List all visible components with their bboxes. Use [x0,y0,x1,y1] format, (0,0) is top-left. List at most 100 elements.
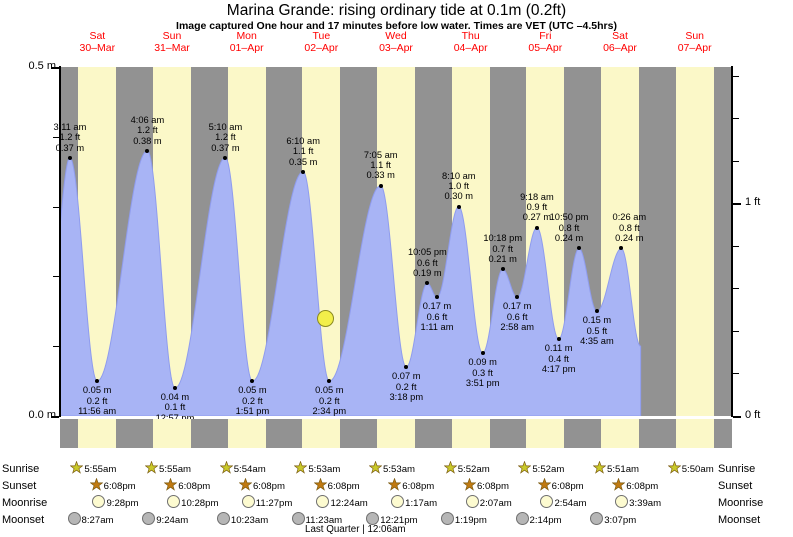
daylight-band [675,67,714,416]
tide-time-value: 3:11 am [53,121,87,132]
moonrise-icon [316,495,330,509]
daylight-band [302,419,341,448]
day-weekday: Sun [162,30,182,42]
sunrise-time: 5:54am [233,464,266,475]
moonrise-icon [540,495,554,509]
moonset-icon [142,512,156,525]
tide-m-value: 0.37 m [211,142,240,153]
star-icon [667,461,681,474]
star-icon [612,478,626,491]
sunset-time: 6:08pm [178,481,211,492]
moonset-event: 10:23am [216,512,268,526]
tide-extreme-dot [515,295,520,300]
moonrise-icon [241,495,255,508]
day-header-5: Wed 03–Apr [349,30,444,54]
moonrise-time: 1:17am [405,498,438,509]
sunset-icon [89,478,104,492]
sunset-event: 6:08pm [612,478,658,492]
tide-ft-value: 0.2 ft [242,395,263,406]
moonrise-icon [540,495,554,508]
tide-extreme-annotation-high: 3:11 am 1.2 ft 0.37 m [25,122,115,153]
daylight-band [675,419,714,448]
tide-extreme-annotation-high: 6:10 am 1.1 ft 0.35 m [258,136,348,167]
moonset-icon [291,512,305,525]
daylight-band [600,419,640,448]
tide-m-value: 0.17 m [503,301,532,312]
tide-extreme-annotation-high: 10:18 pm 0.7 ft 0.21 m [458,233,548,264]
y-tick-left [53,276,59,277]
y-tick-right [733,416,741,418]
moonset-icon [590,512,604,525]
night-band [657,419,676,448]
tide-extreme-dot [301,169,306,174]
tide-extreme-annotation-high: 7:05 am 1.1 ft 0.33 m [336,150,426,181]
sunset-label-left: Sunset [2,480,37,492]
day-date: 30–Mar [79,42,116,54]
moonset-icon [366,512,380,525]
tide-ft-value: 1.1 ft [370,160,392,171]
y-tick-right [733,288,739,289]
sunrise-icon [518,461,532,475]
night-band [639,419,658,448]
sunrise-icon [443,461,458,475]
tide-time-value: 1:11 am [420,322,454,333]
day-date: 07–Apr [677,42,712,54]
tide-extreme-dot [67,155,72,160]
day-weekday: Sun [685,30,704,42]
moonrise-icon [167,495,181,509]
moonrise-event: 10:28pm [167,495,218,509]
moonrise-event: 9:28pm [92,495,138,509]
moonrise-icon [316,495,330,508]
tide-extreme-dot [594,309,599,314]
moonset-icon [366,512,380,526]
y-tick-right [733,331,739,332]
y-axis-label-left: 0.5 m [28,60,56,72]
moonrise-icon [465,495,479,508]
moonrise-label-right: Moonrise [718,497,764,509]
moonset-time: 9:24am [156,515,189,526]
tide-ft-value: 1.2 ft [137,125,158,136]
moonset-time: 2:14pm [529,515,562,526]
sunrise-event: 5:53am [369,461,415,475]
tide-extreme-annotation-high: 9:18 am 0.9 ft 0.27 m [492,192,582,223]
star-icon [219,461,233,474]
tide-ft-value: 1.0 ft [448,181,470,191]
day-weekday: Sat [612,30,628,42]
moonrise-event: 11:27pm [241,495,292,509]
moonset-event: 1:19pm [440,512,487,526]
moonset-label-right: Moonset [718,514,761,526]
tide-ft-value: 0.6 ft [417,257,438,268]
moonset-event: 9:24am [142,512,188,526]
sunset-event: 6:08pm [164,478,210,492]
moonrise-label-left: Moonrise [2,497,48,509]
night-band [358,419,377,448]
tide-extreme-dot [250,379,255,384]
sunset-icon [313,478,328,492]
day-header-3: Mon 01–Apr [199,30,294,54]
tide-ft-value: 1.1 ft [292,146,314,157]
moonrise-icon [92,495,106,508]
tide-time-value: 2:34 pm [312,405,347,416]
tide-extreme-dot [145,148,150,153]
day-header-8: Sat 06–Apr [573,30,668,54]
tide-extreme-annotation-low: 0.17 m 0.6 ft 2:58 am [472,301,562,332]
night-band [134,419,153,448]
tide-time-value: 1:51 pm [235,405,270,416]
night-band [191,419,210,448]
y-axis-label-right: 0 ft [745,409,761,421]
moonrise-event: 1:17am [391,495,437,509]
tide-time-value: 3:51 pm [465,377,500,388]
tide-extreme-dot [480,351,485,356]
day-weekday: Fri [539,30,552,42]
night-band [657,67,676,416]
moon-phase-label: Last Quarter | 12:06am [305,524,406,535]
moonrise-event: 3:39am [615,495,661,509]
moonset-event: 12:21pm [366,512,418,526]
sunrise-event: 5:51am [593,461,639,475]
capture-subtitle: Image captured One hour and 17 minutes b… [176,20,617,32]
sunrise-time: 5:50am [681,464,714,475]
sunset-icon [388,478,402,492]
tide-time-value: 8:10 am [441,170,476,181]
star-icon [537,478,551,491]
sunset-event: 6:08pm [462,478,509,492]
